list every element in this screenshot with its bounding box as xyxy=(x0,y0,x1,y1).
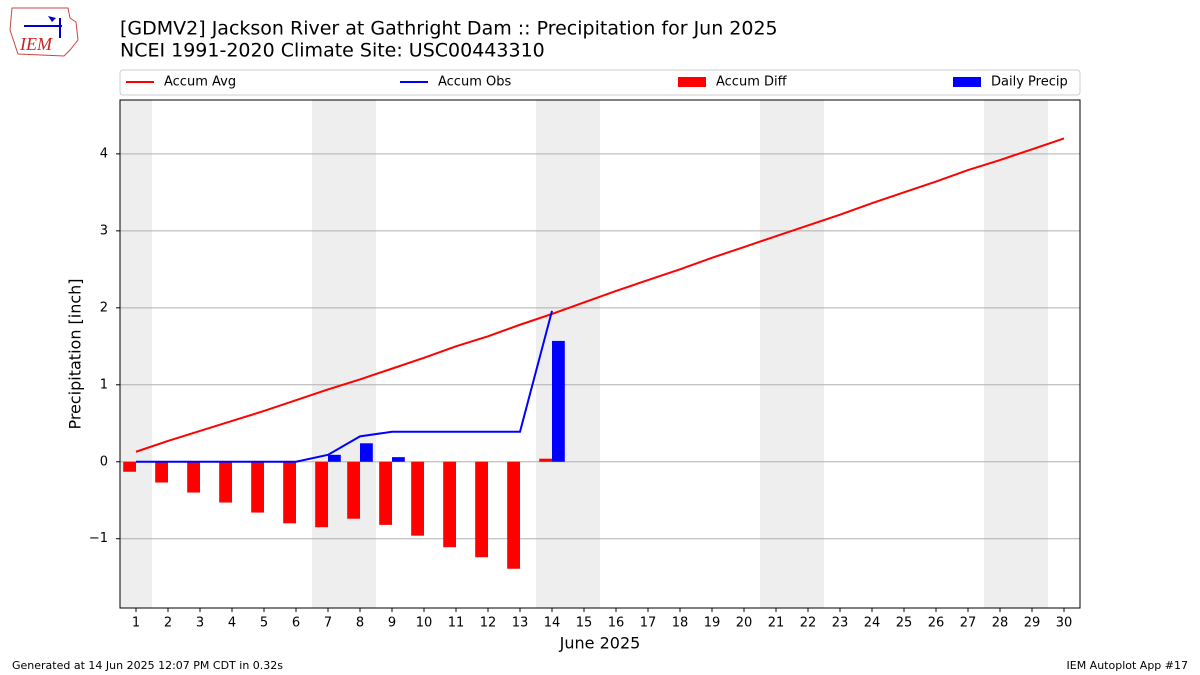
legend-box xyxy=(119,69,1081,96)
legend-label: Accum Obs xyxy=(438,75,511,90)
bar xyxy=(328,454,341,462)
x-tick-label: 17 xyxy=(640,616,657,631)
x-tick-label: 11 xyxy=(448,616,465,631)
weekend-shade xyxy=(312,100,376,608)
x-tick-label: 24 xyxy=(864,616,881,631)
x-tick-label: 12 xyxy=(480,616,497,631)
x-tick-label: 27 xyxy=(960,616,977,631)
x-tick-label: 1 xyxy=(132,616,140,631)
logo: IEM xyxy=(9,7,79,57)
line xyxy=(136,310,553,463)
chart-title: [GDMV2] Jackson River at Gathright Dam :… xyxy=(120,18,778,40)
y-tick-label: 1 xyxy=(100,377,108,392)
bar xyxy=(219,461,232,503)
bar xyxy=(411,461,424,536)
bar xyxy=(155,461,168,483)
legend-label: Accum Diff xyxy=(716,75,788,90)
y-tick-label: −1 xyxy=(89,531,108,546)
x-tick-label: 4 xyxy=(228,616,236,631)
x-tick-label: 14 xyxy=(544,616,561,631)
bar xyxy=(347,461,360,519)
x-tick-label: 15 xyxy=(576,616,593,631)
bar xyxy=(539,458,552,462)
logo-text: IEM xyxy=(19,34,53,54)
footer-right: IEM Autoplot App #17 xyxy=(1067,659,1189,672)
x-axis-label: June 2025 xyxy=(559,634,641,653)
bar xyxy=(392,457,405,462)
x-tick-label: 19 xyxy=(704,616,721,631)
x-tick-label: 18 xyxy=(672,616,689,631)
bar xyxy=(123,461,136,472)
x-tick-label: 22 xyxy=(800,616,817,631)
x-tick-label: 5 xyxy=(260,616,268,631)
x-tick-label: 29 xyxy=(1024,616,1041,631)
weekend-shade xyxy=(536,100,600,608)
y-tick-label: 2 xyxy=(100,300,108,315)
legend-label: Daily Precip xyxy=(991,75,1068,90)
y-axis-label: Precipitation [inch] xyxy=(66,278,85,429)
x-tick-label: 20 xyxy=(736,616,753,631)
bar xyxy=(251,461,264,513)
bar xyxy=(507,461,520,569)
bar xyxy=(187,461,200,493)
bar xyxy=(443,461,456,548)
x-tick-label: 28 xyxy=(992,616,1009,631)
legend-swatch xyxy=(678,77,706,87)
x-tick-label: 10 xyxy=(416,616,433,631)
y-tick-label: 4 xyxy=(100,146,108,161)
x-tick-label: 8 xyxy=(356,616,364,631)
y-tick-label: 0 xyxy=(100,454,108,469)
x-tick-label: 2 xyxy=(164,616,172,631)
plot-frame xyxy=(119,99,1081,609)
x-tick-label: 25 xyxy=(896,616,913,631)
chart-subtitle: NCEI 1991-2020 Climate Site: USC00443310 xyxy=(120,40,545,62)
weekend-shade xyxy=(760,100,824,608)
legend-swatch xyxy=(953,77,981,87)
line xyxy=(135,137,1065,453)
x-tick-label: 30 xyxy=(1056,616,1073,631)
bar xyxy=(379,461,392,525)
x-tick-label: 3 xyxy=(196,616,204,631)
x-tick-label: 26 xyxy=(928,616,945,631)
y-tick-label: 3 xyxy=(100,223,108,238)
weekend-shade xyxy=(120,100,152,608)
bar xyxy=(283,461,296,524)
bar xyxy=(552,340,565,462)
x-tick-label: 16 xyxy=(608,616,625,631)
x-tick-label: 6 xyxy=(292,616,300,631)
bar xyxy=(360,443,373,462)
bar xyxy=(315,461,328,528)
legend-label: Accum Avg xyxy=(164,75,236,90)
x-tick-label: 9 xyxy=(388,616,396,631)
x-tick-label: 21 xyxy=(768,616,785,631)
x-tick-label: 7 xyxy=(324,616,332,631)
x-tick-label: 23 xyxy=(832,616,849,631)
weekend-shade xyxy=(984,100,1048,608)
footer-left: Generated at 14 Jun 2025 12:07 PM CDT in… xyxy=(12,659,283,672)
bar xyxy=(475,461,488,558)
x-tick-label: 13 xyxy=(512,616,529,631)
